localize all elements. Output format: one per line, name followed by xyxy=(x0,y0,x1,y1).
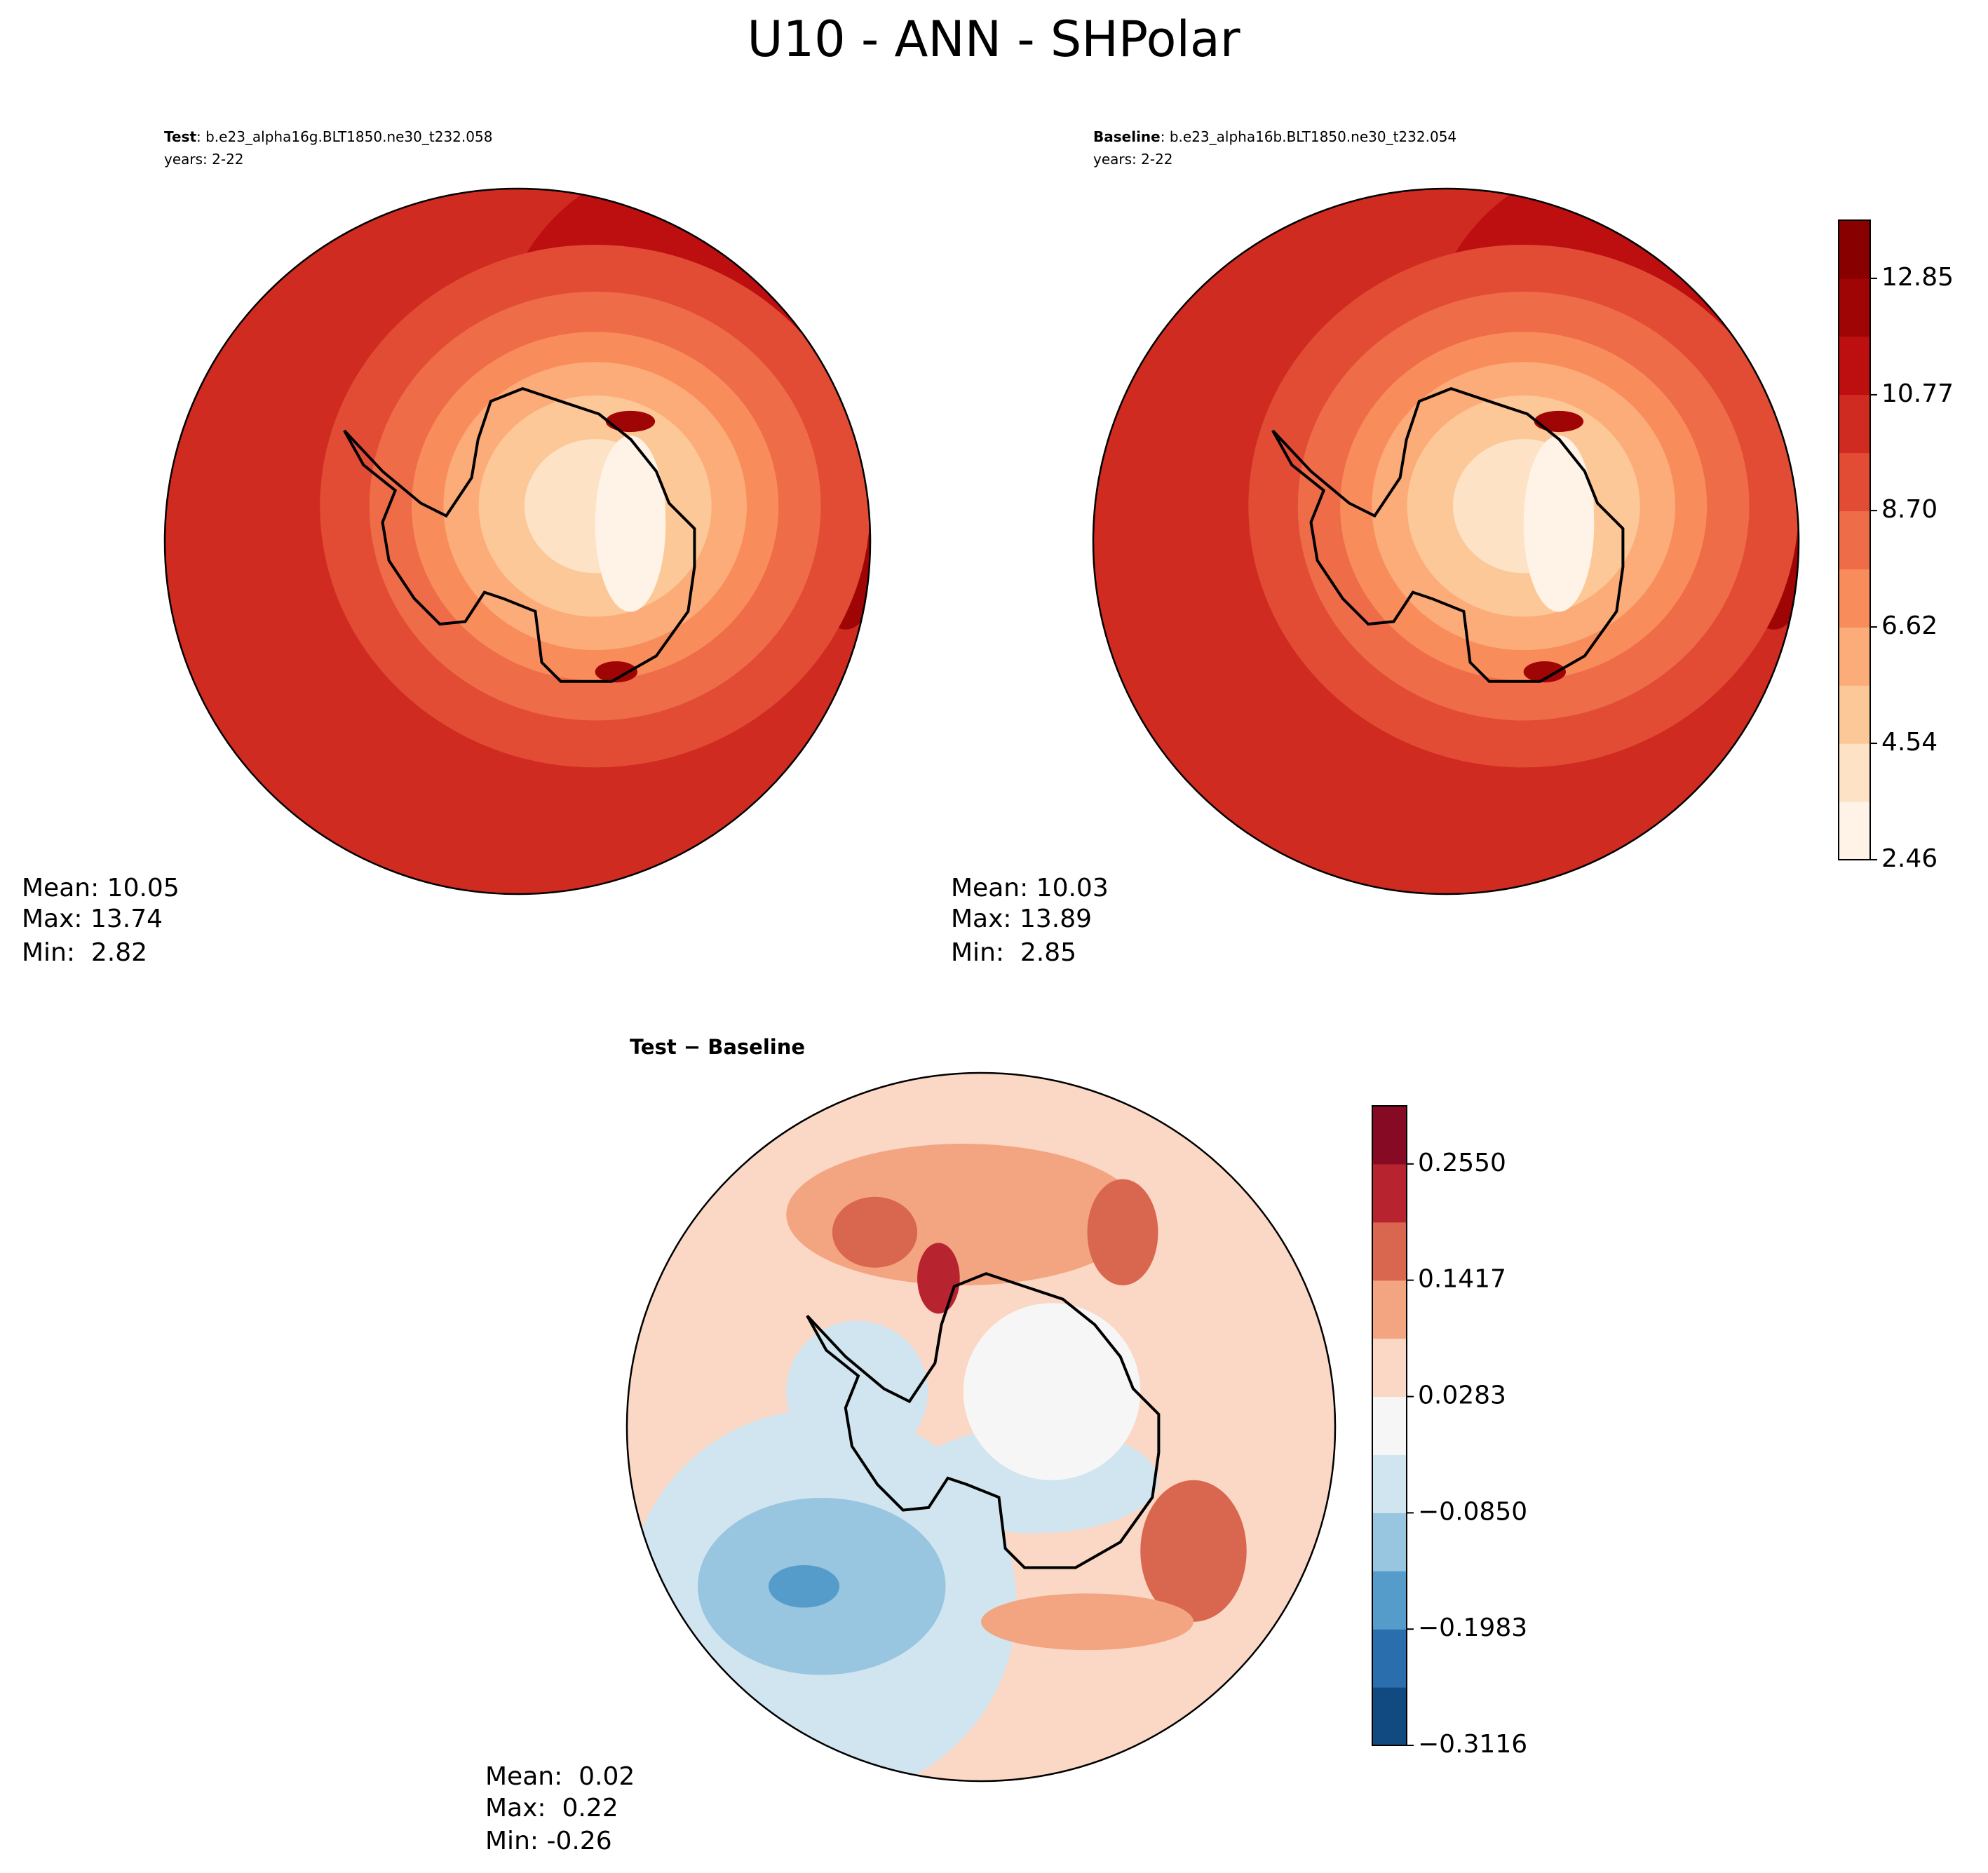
colorbar-band xyxy=(1839,278,1870,337)
colorbar-band xyxy=(1839,627,1870,686)
colorbar-tick-label: 6.62 xyxy=(1881,611,1938,640)
map-fill xyxy=(769,1564,839,1608)
map-fill xyxy=(963,1303,1141,1480)
colorbar-band xyxy=(1372,1280,1407,1339)
map xyxy=(1093,189,1799,894)
colorbar-tick-label: 2.46 xyxy=(1881,844,1938,873)
map-fill xyxy=(1140,1480,1247,1622)
colorbar-band xyxy=(1372,1106,1407,1165)
colorbar-tick-label: 10.77 xyxy=(1881,379,1954,408)
stat: Min: 2.82 xyxy=(22,938,147,967)
colorbar-band xyxy=(1372,1338,1407,1398)
map-fill xyxy=(917,1243,960,1314)
stat: Max: 13.74 xyxy=(22,905,163,933)
stat: Max: 13.89 xyxy=(951,905,1092,933)
map xyxy=(165,189,870,894)
map-fill xyxy=(595,661,638,683)
map-fill xyxy=(1534,410,1584,433)
colorbar-frame xyxy=(1838,219,1871,860)
panel-label: Test xyxy=(164,128,196,145)
colorbar-tick-label: 0.2550 xyxy=(1418,1149,1506,1177)
colorbar-band xyxy=(1839,394,1870,454)
colorbar-tick-label: 4.54 xyxy=(1881,728,1938,757)
colorbar-tick-label: −0.0850 xyxy=(1418,1497,1527,1526)
colorbar-band xyxy=(1372,1454,1407,1513)
stat: Mean: 10.03 xyxy=(951,874,1109,902)
stat: Max: 0.22 xyxy=(485,1794,618,1823)
figure-title: U10 - ANN - SHPolar xyxy=(747,11,1240,68)
colorbar-band xyxy=(1839,510,1870,569)
panel-label: Test − Baseline xyxy=(630,1035,805,1059)
panel-years: years: 2-22 xyxy=(164,151,244,168)
coastline xyxy=(343,386,696,683)
colorbar-tick-label: 0.1417 xyxy=(1418,1265,1506,1294)
coastline xyxy=(806,1272,1161,1569)
map-border xyxy=(163,187,872,895)
map-ring xyxy=(1523,435,1595,612)
stat: Min: 2.85 xyxy=(951,938,1076,967)
colorbar-band xyxy=(1839,743,1870,802)
colorbar-tick-label: 12.85 xyxy=(1881,263,1954,292)
map-fill xyxy=(1087,1179,1158,1285)
map-fill xyxy=(605,410,656,433)
map-fill xyxy=(981,1593,1194,1651)
colorbar-band xyxy=(1372,1396,1407,1455)
map-fill xyxy=(832,1196,918,1268)
colorbar-band xyxy=(1839,802,1870,860)
colorbar-band xyxy=(1372,1571,1407,1630)
stat: Min: -0.26 xyxy=(485,1827,612,1855)
colorbar-band xyxy=(1839,685,1870,744)
map-fill xyxy=(1523,661,1567,683)
coastline xyxy=(1271,386,1625,683)
colorbar-band xyxy=(1372,1687,1407,1746)
colorbar-band xyxy=(1372,1163,1407,1223)
colorbar-band xyxy=(1839,220,1870,279)
colorbar-tick-label: 0.0283 xyxy=(1418,1381,1506,1410)
map-fill xyxy=(786,1320,928,1463)
panel-title: Baseline: b.e23_alpha16b.BLT1850.ne30_t2… xyxy=(1093,128,1456,145)
map xyxy=(627,1073,1335,1781)
colorbar-tick-label: −0.3116 xyxy=(1418,1730,1527,1759)
map-border xyxy=(1092,187,1800,895)
stat: Mean: 10.05 xyxy=(22,874,180,902)
map-border xyxy=(626,1071,1337,1783)
panel-case: : b.e23_alpha16g.BLT1850.ne30_t232.058 xyxy=(196,128,492,145)
panel-title: Test: b.e23_alpha16g.BLT1850.ne30_t232.0… xyxy=(164,128,492,145)
colorbar-band xyxy=(1839,336,1870,395)
panel-years: years: 2-22 xyxy=(1093,151,1173,168)
colorbar-tick-label: 8.70 xyxy=(1881,495,1938,524)
colorbar-tick-label: −0.1983 xyxy=(1418,1614,1527,1642)
colorbar-frame xyxy=(1372,1105,1407,1746)
panel-label: Baseline xyxy=(1093,128,1161,145)
colorbar-band xyxy=(1372,1629,1407,1688)
colorbar-band xyxy=(1839,452,1870,512)
colorbar-band xyxy=(1839,569,1870,628)
colorbar-band xyxy=(1372,1222,1407,1281)
stat: Mean: 0.02 xyxy=(485,1762,635,1791)
map-ring xyxy=(595,435,666,612)
colorbar-band xyxy=(1372,1513,1407,1571)
panel-case: : b.e23_alpha16b.BLT1850.ne30_t232.054 xyxy=(1161,128,1456,145)
